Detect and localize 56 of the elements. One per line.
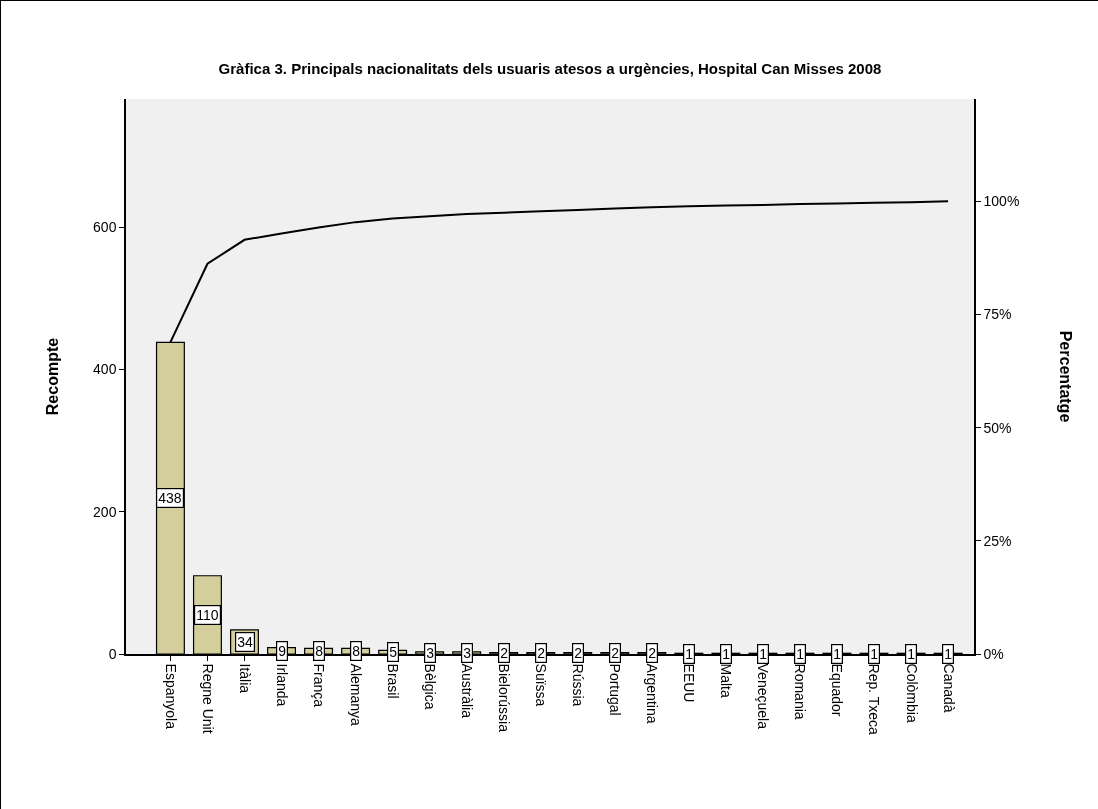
data-label: 1 xyxy=(944,646,953,663)
data-label: 2 xyxy=(611,645,620,662)
data-label: 8 xyxy=(315,643,324,660)
data-label: 1 xyxy=(685,646,694,663)
data-label: 2 xyxy=(648,645,657,662)
y-tick-label: 200 xyxy=(93,503,117,520)
data-label: 34 xyxy=(237,634,253,651)
y-tick-label: 600 xyxy=(93,218,117,235)
y2-tick-label: 0% xyxy=(983,645,1004,662)
y2-tick-label: 75% xyxy=(983,306,1012,323)
data-label: 2 xyxy=(537,645,546,662)
x-tick-label: França xyxy=(311,663,328,708)
x-tick-label: Regne Unit xyxy=(199,663,216,734)
x-tick-label: Equador xyxy=(829,663,846,717)
x-tick-label: Colòmbia xyxy=(903,663,920,723)
x-tick-label: Canadà xyxy=(940,663,957,713)
x-tick-label: Bielorússia xyxy=(496,663,513,733)
data-label: 1 xyxy=(722,646,731,663)
x-tick-label: Suïssa xyxy=(533,663,550,707)
x-tick-label: Malta xyxy=(718,663,735,698)
data-label: 2 xyxy=(574,645,583,662)
x-tick-label: Rep. Txeca xyxy=(866,663,883,736)
y-tick-label: 0 xyxy=(108,645,117,662)
data-label: 110 xyxy=(196,607,219,624)
y2-tick-label: 25% xyxy=(983,532,1012,549)
y2-tick-label: 50% xyxy=(983,419,1012,436)
x-tick-label: Veneçuela xyxy=(755,663,772,730)
x-tick-label: Bèlgica xyxy=(422,663,439,710)
data-label: 1 xyxy=(833,646,842,663)
x-tick-label: Portugal xyxy=(607,663,624,716)
chart-title: Gràfica 3. Principals nacionalitats dels usuaris atesos a urgències, Hospital Can Misses 2008 xyxy=(218,59,882,77)
y2-axis-title: Percentatge xyxy=(1056,330,1074,423)
x-tick-label: Espanyola xyxy=(162,663,179,730)
data-label: 438 xyxy=(158,490,182,507)
data-label: 1 xyxy=(870,646,879,663)
x-tick-label: EEUU xyxy=(681,663,698,703)
y2-tick-label: 100% xyxy=(983,193,1020,210)
y-axis-title: Recompte xyxy=(44,337,62,416)
x-tick-label: Brasil xyxy=(385,663,402,699)
data-label: 1 xyxy=(907,646,916,663)
x-tick-label: Rússia xyxy=(570,663,587,707)
data-label: 2 xyxy=(500,645,509,662)
y-tick-label: 400 xyxy=(93,361,117,378)
data-label: 5 xyxy=(389,644,398,661)
x-tick-label: Austràlia xyxy=(459,663,476,719)
data-label: 8 xyxy=(352,643,361,660)
data-label: 3 xyxy=(426,645,435,662)
data-label: 3 xyxy=(463,645,472,662)
x-tick-label: Itàlia xyxy=(236,663,253,694)
data-label: 1 xyxy=(796,646,805,663)
data-label: 9 xyxy=(278,643,287,660)
x-tick-label: Romania xyxy=(792,663,809,720)
x-tick-label: Alemanya xyxy=(348,663,365,727)
data-label: 1 xyxy=(759,646,768,663)
x-tick-label: Irlanda xyxy=(273,663,290,707)
x-tick-label: Argentina xyxy=(644,663,661,724)
